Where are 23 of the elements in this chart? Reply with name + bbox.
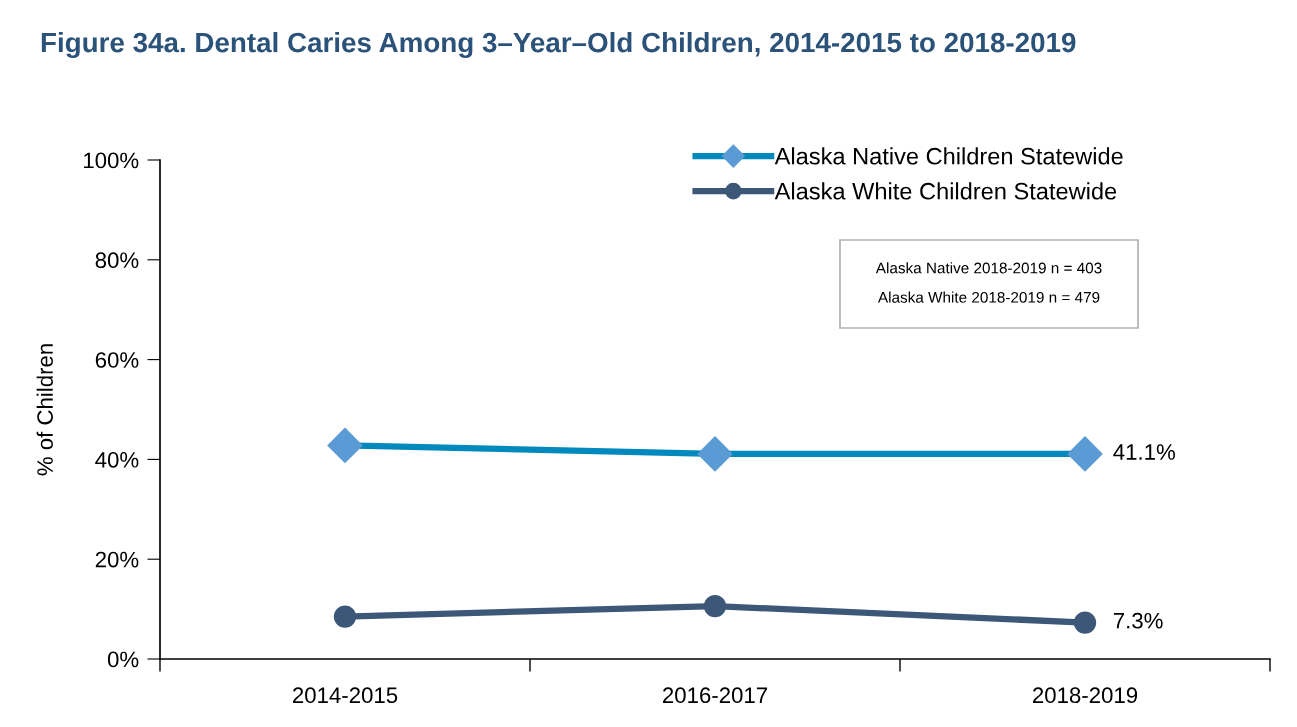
y-tick-label: 100%	[84, 152, 139, 169]
x-tick-label: 2016-2017	[662, 687, 768, 704]
legend-label: Alaska Native Children Statewide	[774, 147, 1123, 165]
annotation: Alaska White 2018-2019 n = 479	[877, 291, 1100, 303]
point	[327, 427, 363, 464]
legend-label: Alaska White Children Statewide	[774, 182, 1117, 200]
x-tick-label: 2018-2019	[1032, 687, 1138, 704]
point	[1067, 436, 1103, 472]
y-tick-label: 60%	[95, 352, 139, 368]
annotation: Alaska Native 2018-2019 n = 403	[875, 262, 1102, 274]
point	[697, 436, 733, 472]
y-tick-label: 20%	[95, 551, 139, 568]
x-tick-label: 2014-2015	[292, 687, 398, 704]
point	[333, 605, 357, 628]
data-label: 41.1%	[1113, 444, 1175, 460]
y-tick-label: 40%	[95, 451, 139, 468]
data-label: 7.3%	[1113, 612, 1163, 629]
chart-title: Figure 34a. Dental Caries Among 3–Year–Old Children, 2014-2015 to 2018-2019	[41, 31, 1076, 59]
y-axis-title: % of Children	[36, 344, 53, 476]
point	[1073, 611, 1097, 634]
y-tick-label: 0%	[107, 651, 139, 668]
point	[703, 594, 727, 618]
y-tick-label: 80%	[95, 252, 139, 269]
